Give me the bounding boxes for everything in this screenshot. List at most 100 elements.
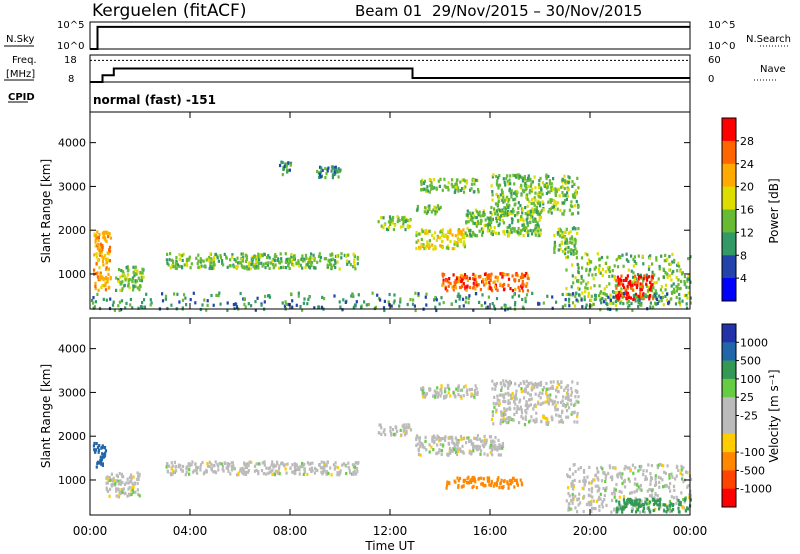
data-pixel bbox=[506, 226, 509, 230]
data-pixel bbox=[525, 401, 528, 405]
data-pixel bbox=[119, 282, 122, 286]
data-pixel bbox=[422, 395, 425, 399]
data-pixel bbox=[106, 481, 109, 485]
data-pixel bbox=[448, 436, 451, 440]
data-pixel bbox=[683, 280, 686, 284]
data-pixel bbox=[426, 205, 430, 209]
data-pixel bbox=[658, 267, 661, 271]
data-pixel bbox=[493, 280, 496, 284]
data-pixel bbox=[520, 286, 524, 290]
data-pixel bbox=[433, 436, 436, 440]
data-pixel bbox=[630, 281, 633, 285]
data-pixel bbox=[604, 489, 607, 493]
data-pixel bbox=[408, 423, 411, 427]
data-pixel bbox=[645, 284, 648, 288]
data-pixel bbox=[481, 230, 484, 234]
data-pixel bbox=[530, 381, 533, 385]
data-pixel bbox=[483, 272, 487, 277]
data-pixel bbox=[455, 182, 458, 186]
data-pixel bbox=[514, 273, 517, 277]
data-pixel bbox=[472, 272, 475, 276]
data-pixel bbox=[662, 464, 665, 468]
data-pixel bbox=[577, 270, 580, 274]
data-pixel bbox=[185, 260, 188, 264]
data-pixel bbox=[164, 297, 167, 301]
data-pixel bbox=[567, 415, 570, 419]
data-pixel bbox=[433, 434, 436, 438]
data-pixel bbox=[213, 258, 216, 262]
data-pixel bbox=[612, 466, 615, 470]
data-pixel bbox=[627, 477, 630, 481]
data-pixel bbox=[229, 258, 232, 262]
data-pixel bbox=[563, 198, 567, 203]
data-pixel bbox=[292, 254, 296, 259]
data-pixel bbox=[117, 487, 120, 492]
data-pixel bbox=[599, 298, 602, 302]
data-pixel bbox=[352, 306, 355, 310]
data-pixel bbox=[555, 190, 558, 194]
data-pixel bbox=[337, 175, 340, 179]
data-pixel bbox=[467, 301, 470, 305]
data-pixel bbox=[434, 296, 437, 300]
data-pixel bbox=[626, 274, 629, 278]
data-pixel bbox=[536, 221, 539, 225]
data-pixel bbox=[249, 267, 252, 271]
data-pixel bbox=[346, 262, 349, 266]
data-pixel bbox=[387, 228, 390, 232]
data-pixel bbox=[687, 277, 690, 281]
data-pixel bbox=[494, 231, 498, 235]
data-pixel bbox=[457, 440, 460, 444]
data-pixel bbox=[559, 414, 562, 418]
data-pixel bbox=[121, 490, 124, 494]
data-pixel bbox=[501, 411, 504, 415]
data-pixel bbox=[590, 294, 593, 298]
sky-left-label: N.Sky bbox=[6, 34, 34, 45]
data-pixel bbox=[545, 387, 549, 391]
data-pixel bbox=[106, 277, 109, 281]
data-pixel bbox=[580, 298, 583, 302]
data-pixel bbox=[421, 187, 425, 191]
data-pixel bbox=[649, 305, 652, 309]
data-pixel bbox=[469, 188, 472, 192]
data-pixel bbox=[571, 184, 574, 188]
data-pixel bbox=[561, 191, 564, 195]
data-pixel bbox=[105, 298, 108, 302]
data-pixel bbox=[502, 221, 505, 225]
data-pixel bbox=[609, 466, 612, 470]
data-pixel bbox=[684, 509, 687, 513]
data-pixel bbox=[94, 233, 98, 238]
data-pixel bbox=[590, 490, 593, 494]
data-pixel bbox=[169, 266, 172, 270]
data-pixel bbox=[457, 280, 460, 284]
data-pixel bbox=[577, 186, 580, 190]
data-pixel bbox=[475, 234, 479, 238]
data-pixel bbox=[637, 503, 640, 508]
data-pixel bbox=[251, 258, 254, 262]
data-pixel bbox=[683, 293, 686, 298]
data-pixel bbox=[507, 233, 510, 237]
data-pixel bbox=[440, 385, 443, 389]
data-pixel bbox=[382, 216, 385, 220]
data-pixel bbox=[271, 472, 274, 477]
data-pixel bbox=[521, 176, 525, 180]
data-pixel bbox=[438, 448, 441, 452]
data-pixel bbox=[524, 181, 527, 185]
data-pixel bbox=[253, 263, 256, 267]
data-pixel bbox=[626, 293, 629, 297]
freq-series-line bbox=[90, 67, 690, 83]
data-pixel bbox=[652, 294, 655, 298]
data-pixel bbox=[530, 201, 533, 205]
data-pixel bbox=[435, 210, 439, 214]
data-pixel bbox=[498, 446, 501, 451]
data-pixel bbox=[444, 285, 447, 289]
data-pixel bbox=[404, 228, 407, 232]
data-pixel bbox=[685, 306, 689, 310]
data-pixel bbox=[488, 446, 491, 450]
ytick-label: 4000 bbox=[58, 137, 86, 150]
data-pixel bbox=[428, 239, 431, 243]
data-pixel bbox=[616, 507, 619, 511]
data-pixel bbox=[432, 236, 435, 240]
data-pixel bbox=[566, 402, 569, 406]
data-pixel bbox=[432, 394, 435, 398]
data-pixel bbox=[602, 471, 605, 475]
